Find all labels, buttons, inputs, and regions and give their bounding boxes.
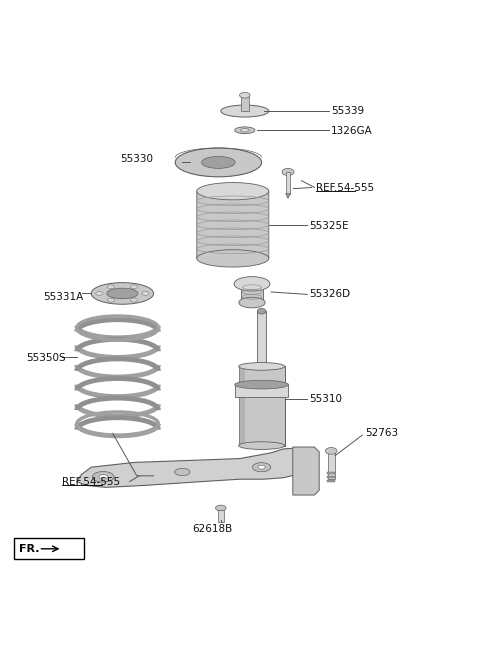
Text: REF.54-555: REF.54-555 [62, 477, 120, 487]
Ellipse shape [240, 92, 250, 98]
Ellipse shape [142, 291, 149, 295]
Bar [327, 476, 335, 478]
Text: 1326GA: 1326GA [331, 126, 373, 136]
Bar [241, 96, 249, 111]
Text: 62618B: 62618B [192, 523, 232, 533]
Text: 55310: 55310 [310, 394, 343, 404]
Ellipse shape [252, 462, 271, 472]
Bar [286, 172, 290, 194]
Ellipse shape [92, 472, 114, 482]
Ellipse shape [175, 148, 262, 177]
Polygon shape [293, 447, 319, 495]
Text: 55326D: 55326D [310, 289, 351, 299]
Ellipse shape [131, 298, 138, 302]
Ellipse shape [235, 380, 288, 389]
Bar [241, 284, 263, 303]
Ellipse shape [197, 250, 269, 267]
Polygon shape [286, 194, 290, 198]
Ellipse shape [131, 285, 138, 289]
Ellipse shape [240, 129, 249, 132]
Ellipse shape [99, 475, 108, 479]
Text: FR.: FR. [19, 544, 40, 554]
Text: 55331A: 55331A [43, 292, 84, 302]
Ellipse shape [216, 505, 226, 511]
Ellipse shape [107, 288, 138, 298]
Bar [328, 451, 335, 479]
Ellipse shape [258, 465, 265, 469]
Text: REF.54-555: REF.54-555 [316, 183, 374, 193]
Ellipse shape [234, 277, 270, 291]
Text: 55339: 55339 [331, 106, 364, 116]
Ellipse shape [239, 363, 285, 370]
Ellipse shape [108, 285, 115, 289]
Ellipse shape [239, 441, 285, 449]
Ellipse shape [197, 182, 269, 200]
Ellipse shape [257, 308, 266, 314]
Ellipse shape [175, 468, 190, 476]
Text: 55325E: 55325E [310, 221, 349, 232]
Ellipse shape [108, 298, 115, 302]
Ellipse shape [221, 105, 269, 117]
Ellipse shape [96, 291, 103, 295]
Ellipse shape [325, 447, 337, 454]
Text: 55350S: 55350S [26, 353, 66, 363]
Bar [327, 472, 335, 474]
Ellipse shape [282, 169, 294, 176]
Text: 55330: 55330 [120, 154, 154, 164]
Bar [235, 384, 288, 397]
Bar [327, 480, 335, 482]
Bar [239, 367, 285, 445]
Bar [218, 510, 224, 522]
Polygon shape [77, 448, 312, 487]
Ellipse shape [202, 156, 235, 169]
Ellipse shape [91, 283, 154, 304]
Ellipse shape [235, 127, 255, 134]
Bar [257, 311, 266, 371]
Ellipse shape [239, 297, 265, 308]
FancyBboxPatch shape [197, 191, 269, 258]
Bar [239, 367, 245, 445]
Text: 52763: 52763 [365, 428, 398, 438]
